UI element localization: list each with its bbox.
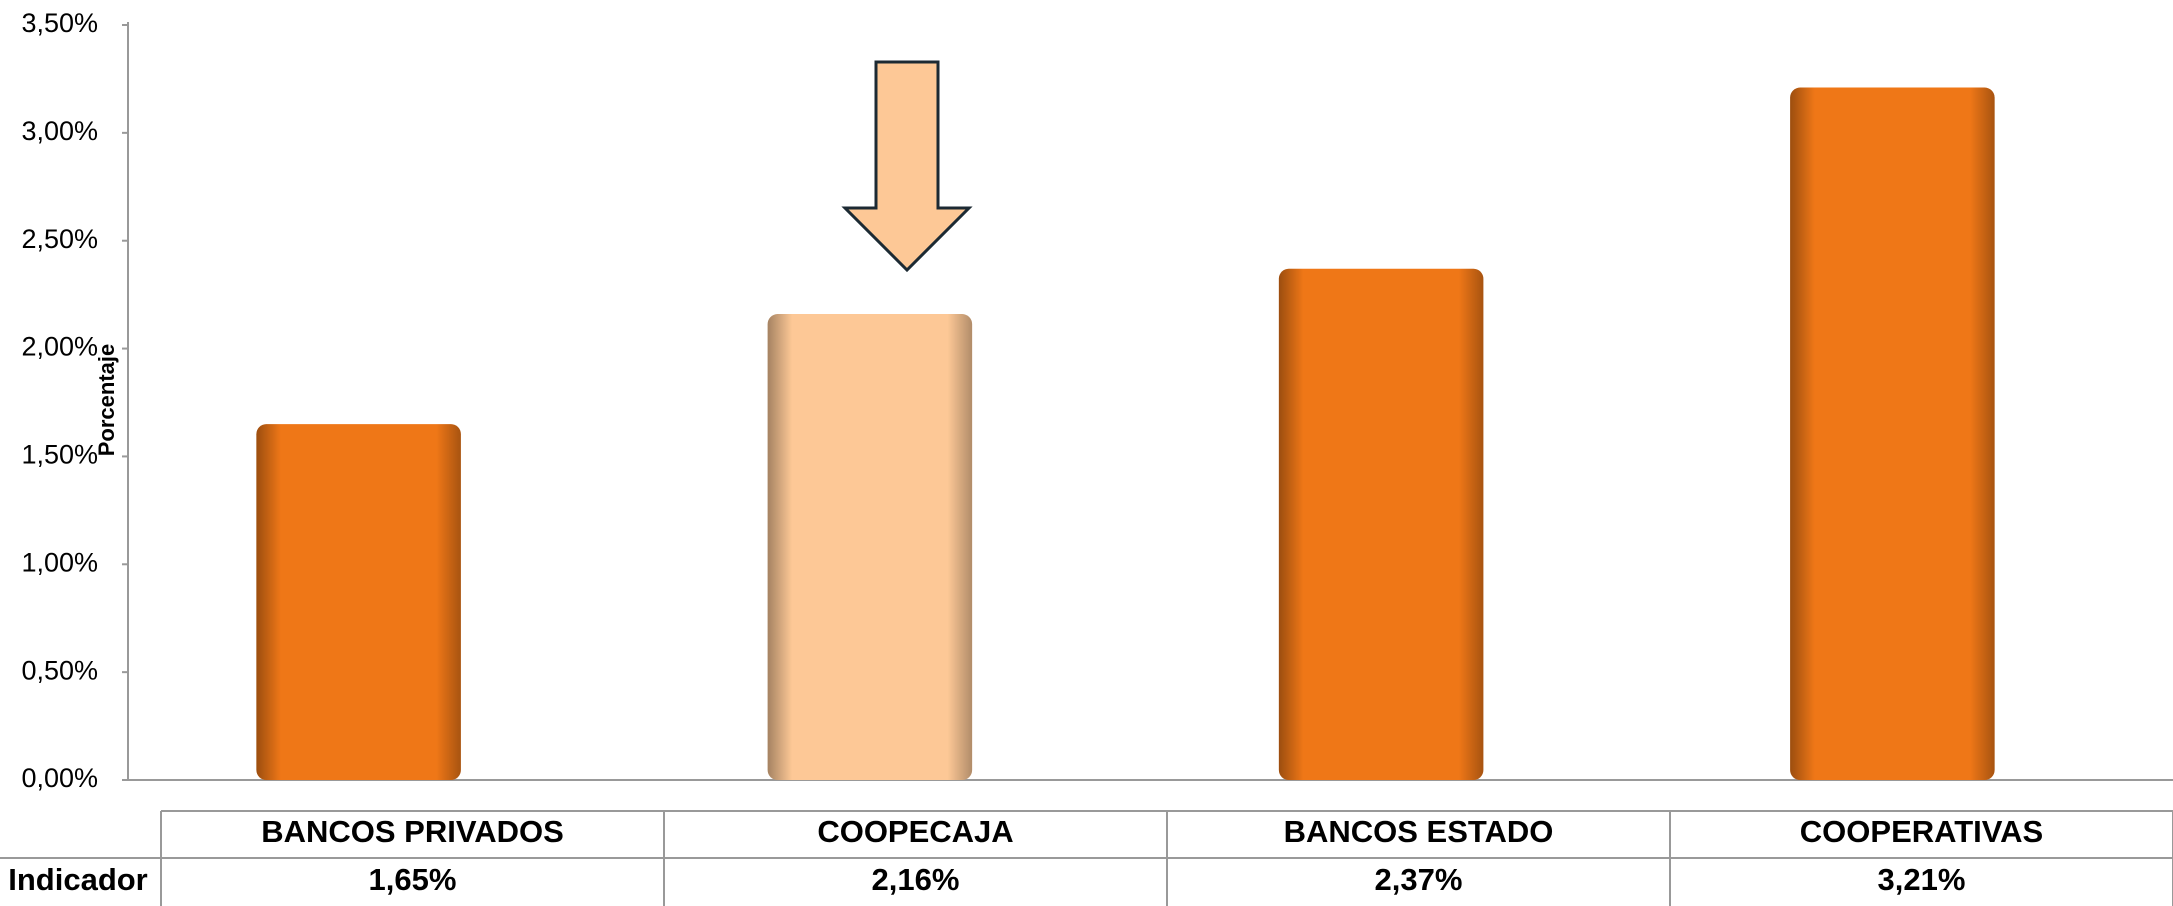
y-tick-label: 3,00% [21, 116, 98, 146]
x-tick-label: BANCOS PRIVADOS [261, 814, 564, 849]
table-row-label: Indicador [8, 862, 148, 897]
bar-shade [1278, 268, 1484, 780]
y-tick-label: 2,00% [21, 332, 98, 362]
bar-shade [256, 424, 461, 780]
y-tick-label: 1,50% [21, 440, 98, 470]
x-tick-label: BANCOS ESTADO [1284, 814, 1554, 849]
y-axis-label: Porcentaje [94, 344, 119, 457]
value-label: 1,65% [369, 862, 457, 897]
arrow [841, 60, 973, 273]
y-tick-label: 0,50% [21, 655, 98, 685]
x-tick-label: COOPERATIVAS [1800, 814, 2043, 849]
y-tick-label: 0,00% [21, 763, 98, 793]
y-tick-label: 2,50% [21, 224, 98, 254]
y-tick-label: 3,50% [21, 8, 98, 38]
bar-shade [1790, 87, 1995, 781]
value-label: 2,37% [1375, 862, 1463, 897]
bar-shade [767, 314, 973, 780]
x-tick-label: COOPECAJA [817, 814, 1013, 849]
y-tick-label: 1,00% [21, 547, 98, 577]
value-label: 3,21% [1878, 862, 1966, 897]
value-label: 2,16% [872, 862, 960, 897]
